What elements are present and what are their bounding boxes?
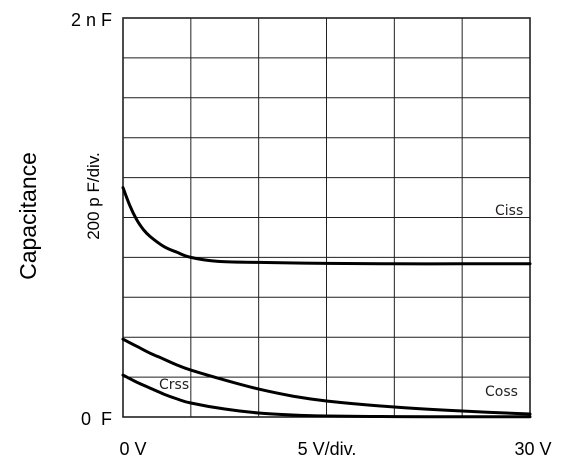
series-labels: Ciss Coss Crss: [159, 203, 523, 400]
y-scale-label: 200 p F/div.: [84, 152, 103, 240]
series-label-coss: Coss: [485, 384, 518, 400]
x-tick-label-left: 0 V: [119, 439, 146, 459]
series-label-crss: Crss: [159, 377, 189, 393]
series-line-coss: [121, 337, 532, 416]
y-axis-title: Capacitance: [15, 152, 41, 280]
x-scale-label: 5 V/div.: [298, 439, 357, 459]
x-tick-label-right: 30 V: [514, 439, 551, 459]
grid: [123, 18, 530, 417]
series-line-crss: [121, 373, 532, 419]
y-tick-label-bottom: 0 F: [81, 409, 112, 429]
y-tick-label-top: 2 n F: [71, 10, 112, 30]
curves: [121, 186, 532, 419]
series-label-ciss: Ciss: [495, 203, 523, 219]
series-line-ciss: [121, 186, 532, 266]
